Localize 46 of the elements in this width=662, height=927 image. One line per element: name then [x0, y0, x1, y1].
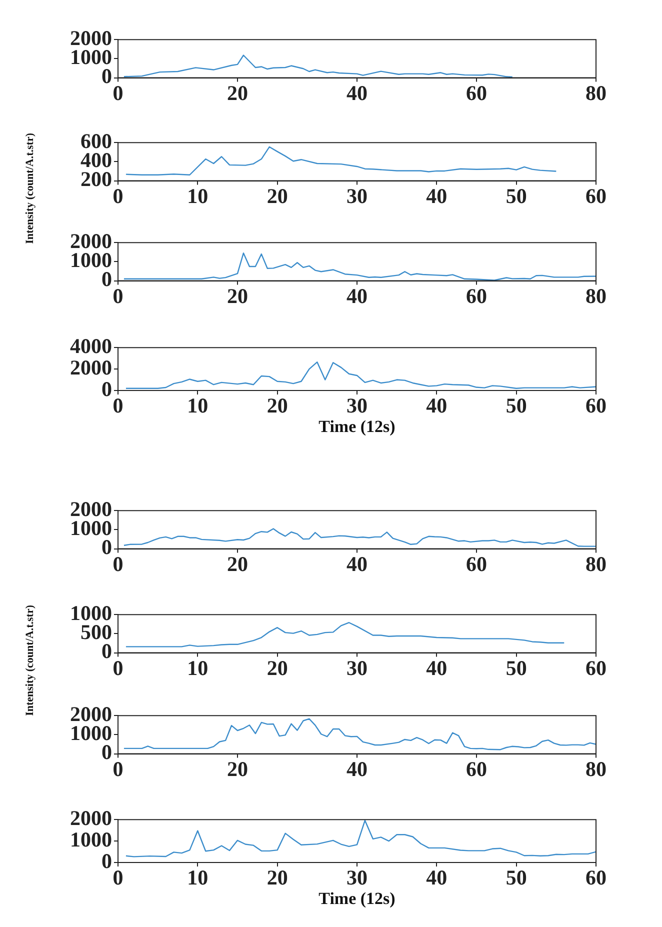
x-tick-label: 30 [346, 656, 368, 680]
x-tick-label: 40 [346, 756, 368, 781]
x-tick-label: 50 [506, 184, 527, 208]
x-tick-label: 40 [346, 552, 368, 576]
y-axis-title: Intensity (count/A.t.str) [24, 132, 36, 244]
x-tick-label: 80 [586, 756, 606, 781]
x-tick-label: 60 [466, 552, 487, 576]
x-tick-label: 20 [266, 394, 288, 418]
x-tick-label: 60 [586, 656, 606, 680]
x-tick-label: 60 [586, 866, 606, 890]
x-tick-label: 20 [227, 284, 248, 308]
x-tick-label: 80 [586, 284, 606, 308]
x-tick-label: 10 [187, 656, 208, 680]
x-tick-label: 60 [466, 80, 487, 105]
x-tick-label: 60 [586, 184, 606, 208]
x-tick-label: 30 [346, 184, 368, 208]
x-tick-label: 50 [506, 866, 527, 890]
x-axis-title: Time (12s) [318, 417, 396, 436]
x-tick-label: 50 [506, 394, 527, 418]
x-tick-label: 40 [426, 866, 448, 890]
x-tick-label: 10 [187, 394, 208, 418]
x-tick-label: 40 [426, 656, 448, 680]
x-tick-label: 20 [266, 866, 288, 890]
x-tick-label: 40 [426, 394, 448, 418]
x-tick-label: 80 [586, 80, 606, 105]
y-axis-title: Intensity (count/A.t.str) [24, 604, 36, 716]
x-tick-label: 50 [506, 656, 527, 680]
x-tick-label: 40 [426, 184, 448, 208]
x-tick-label: 30 [346, 394, 368, 418]
x-tick-label: 40 [346, 80, 368, 105]
x-tick-label: 20 [227, 80, 248, 105]
x-tick-label: 20 [266, 184, 288, 208]
x-tick-label: 10 [187, 866, 208, 890]
x-tick-label: 20 [227, 552, 248, 576]
x-tick-label: 40 [346, 284, 368, 308]
x-tick-label: 30 [346, 866, 368, 890]
x-axis-title: Time (12s) [318, 889, 396, 908]
x-tick-label: 60 [466, 284, 487, 308]
y-tick-label: 0 [102, 848, 112, 873]
x-tick-label: 20 [266, 656, 288, 680]
y-tick-label: 0 [102, 376, 112, 401]
x-tick-label: 10 [187, 184, 208, 208]
x-tick-label: 60 [466, 756, 487, 781]
x-tick-label: 80 [586, 552, 606, 576]
x-tick-label: 60 [586, 394, 606, 418]
x-tick-label: 20 [227, 756, 248, 781]
